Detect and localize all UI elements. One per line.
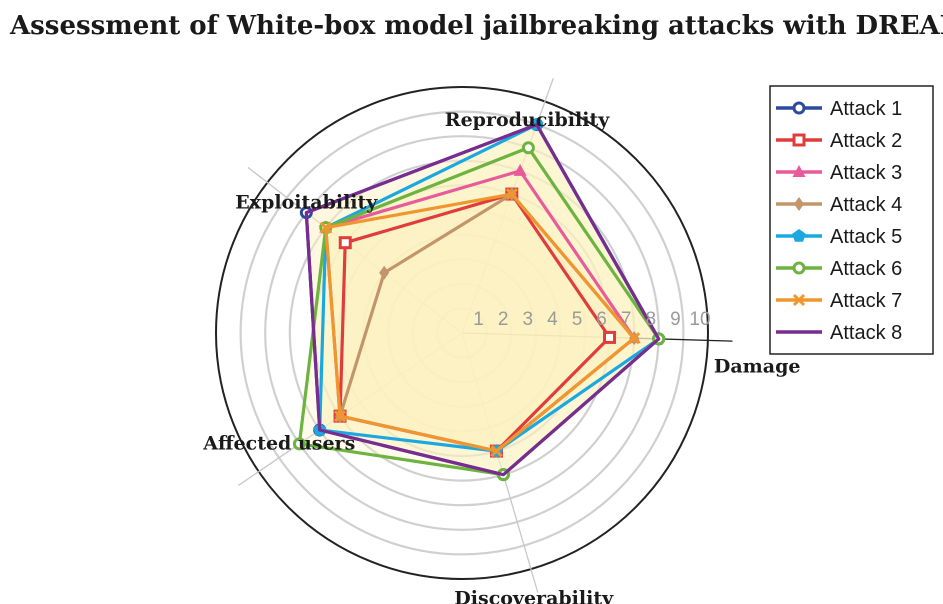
tick-label-4: 4 [547, 309, 558, 330]
tick-label-6: 6 [596, 309, 607, 330]
grid-ring-9 [239, 110, 685, 556]
legend-marker-4 [794, 197, 804, 211]
legend-item-5: Attack 5 [776, 226, 902, 248]
point-2-exploitability [338, 236, 352, 250]
point-2-damage [603, 330, 617, 344]
legend-marker-2 [792, 133, 806, 147]
spoke-damage [461, 332, 733, 342]
series-lines [292, 117, 666, 482]
legend-label-7: Attack 7 [830, 290, 902, 312]
legend-marker-6 [792, 261, 806, 275]
axis-labels: Damage Reproducibility Exploitability Affec… [202, 109, 800, 604]
tick-label-2: 2 [498, 309, 509, 330]
legend-box [769, 85, 934, 355]
legend-item-2: Attack 2 [776, 130, 902, 152]
legend-label-1: Attack 1 [830, 98, 902, 120]
grid-ring-4 [362, 233, 562, 433]
legend-marker-1 [792, 101, 806, 115]
series-attack-7 [319, 187, 641, 458]
radar-grid [215, 78, 733, 593]
grid-ring-1 [436, 307, 488, 359]
legend-label-4: Attack 4 [830, 194, 902, 216]
legend-label-5: Attack 5 [830, 226, 902, 248]
radial-tick-labels: 1 2 3 4 5 6 7 8 9 10 [473, 309, 710, 330]
legend-marker-3 [792, 165, 806, 177]
point-7-reproducibility [505, 187, 518, 201]
legend-label-8: Attack 8 [830, 322, 902, 344]
legend-item-4: Attack 4 [776, 194, 902, 216]
chart-title: Assessment of White-box model jailbreaki… [9, 11, 943, 41]
series-fill [299, 124, 659, 475]
spoke-discoverability [461, 332, 539, 593]
tick-label-7: 7 [621, 309, 632, 330]
point-4-exploitability [379, 265, 390, 280]
series-area-8 [306, 124, 659, 475]
legend-item-3: Attack 3 [776, 162, 902, 184]
series-line-2 [338, 192, 612, 453]
axis-label-affected-users: Affected users [202, 432, 355, 454]
legend-item-8: Attack 8 [776, 322, 902, 344]
tick-label-10: 10 [689, 309, 710, 330]
legend-label-6: Attack 6 [830, 258, 902, 280]
legend-marker-5 [792, 229, 806, 242]
point-6-reproducibility [521, 141, 535, 155]
legend-label-2: Attack 2 [830, 130, 902, 152]
grid-ring-3 [387, 258, 537, 408]
point-7-discoverability [490, 445, 503, 458]
legend: Attack 1 Attack 2 Attack 3 Attack 4 Attack 5… [769, 85, 934, 355]
legend-label-3: Attack 3 [830, 162, 902, 184]
legend-marker-7 [792, 293, 806, 307]
series-line-8 [304, 122, 661, 477]
tick-label-3: 3 [523, 309, 534, 330]
point-3-reproducibility [513, 163, 527, 176]
grid-ring-10 [215, 86, 709, 580]
tick-label-1: 1 [473, 309, 484, 330]
point-7-affected-users [333, 410, 347, 423]
series-line-7 [324, 192, 636, 453]
spoke-exploitability [247, 166, 463, 334]
axis-label-reproducibility: Reproducibility [445, 109, 610, 131]
axis-label-damage: Damage [714, 355, 801, 377]
axis-label-discoverability: Discoverability [454, 588, 614, 604]
tick-label-9: 9 [670, 309, 681, 330]
series-attack-8 [304, 122, 661, 477]
point-6-affected-users [292, 437, 306, 451]
series-area-3 [325, 170, 635, 452]
legend-item-6: Attack 6 [776, 258, 902, 280]
point-7-exploitability [319, 221, 332, 234]
tick-label-5: 5 [572, 309, 583, 330]
axis-label-exploitability: Exploitability [235, 192, 378, 214]
legend-item-1: Attack 1 [776, 98, 902, 120]
legend-item-7: Attack 7 [776, 290, 902, 312]
grid-ring-2 [411, 282, 513, 384]
point-7-damage [628, 332, 641, 345]
spoke-affected-users [238, 332, 463, 486]
tick-label-8: 8 [646, 309, 657, 330]
